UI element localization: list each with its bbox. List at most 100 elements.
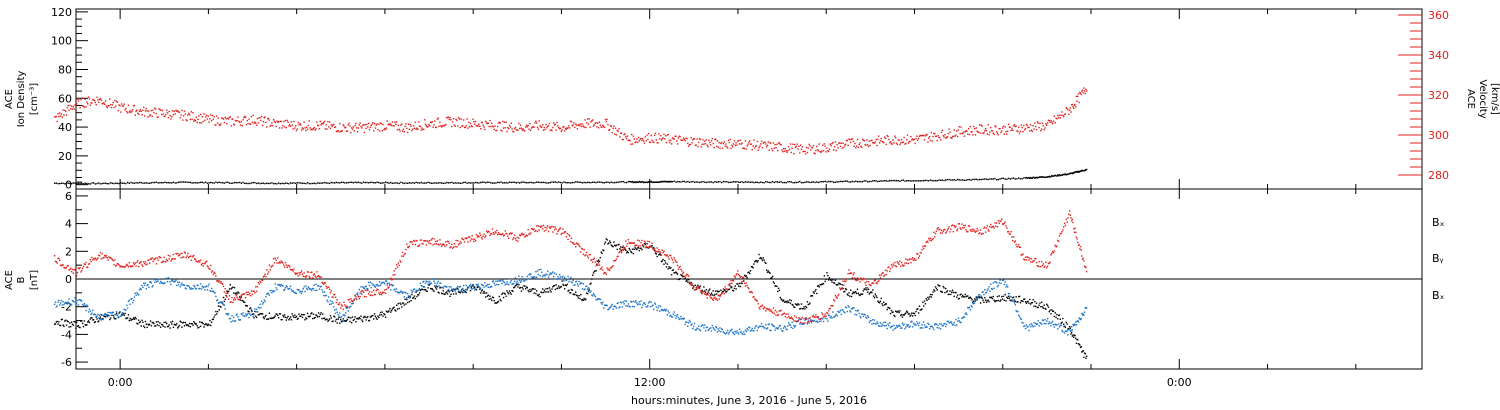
velocity-point	[116, 101, 119, 104]
density-point	[281, 182, 283, 185]
velocity-point	[1068, 109, 1071, 112]
bx-point	[215, 310, 217, 313]
by-point	[820, 320, 822, 322]
by-point	[651, 305, 653, 307]
bx-point	[312, 313, 315, 315]
bz-point	[264, 273, 266, 276]
density-point	[648, 181, 651, 183]
bx-point	[821, 283, 824, 285]
by-point	[137, 294, 140, 296]
bx-point	[790, 299, 792, 302]
bx-point	[776, 285, 778, 287]
bx-point	[1001, 298, 1004, 300]
bx-point	[800, 303, 803, 305]
density-point	[1037, 176, 1039, 179]
bx-point	[664, 262, 667, 264]
bz-point	[277, 257, 279, 259]
bz-point	[206, 265, 209, 267]
velocity-point	[392, 125, 394, 127]
by-point	[64, 301, 67, 304]
bx-point	[919, 309, 921, 311]
bz-point	[468, 236, 470, 238]
velocity-point	[674, 135, 676, 137]
bz-point	[462, 238, 465, 241]
bx-point	[1036, 306, 1039, 309]
by-point	[211, 290, 214, 292]
bz-point	[370, 294, 372, 296]
bx-point	[651, 245, 653, 247]
bx-point	[730, 287, 732, 289]
by-point	[882, 324, 884, 327]
density-point	[1071, 172, 1074, 175]
bz-point	[289, 268, 292, 271]
by-point	[977, 295, 979, 298]
bx-point	[252, 313, 254, 315]
bx-point	[931, 293, 933, 296]
density-point	[357, 181, 360, 184]
bx-point	[695, 288, 697, 291]
velocity-point	[793, 143, 796, 146]
bx-point	[182, 321, 185, 324]
bx-point	[957, 298, 960, 300]
density-point	[464, 181, 467, 184]
density-point	[668, 180, 670, 183]
bx-point	[417, 293, 419, 296]
by-point	[713, 328, 715, 330]
bx-point	[754, 260, 756, 263]
bz-point	[172, 253, 175, 256]
by-point	[512, 282, 514, 285]
by-point	[256, 311, 259, 313]
bx-point	[154, 325, 157, 327]
bx-point	[284, 316, 287, 319]
by-point	[987, 288, 989, 290]
bz-point	[72, 272, 75, 274]
velocity-point	[1012, 125, 1015, 127]
bx-point	[1035, 305, 1037, 308]
by-point	[398, 292, 400, 294]
bx-point	[918, 305, 921, 307]
bx-point	[665, 266, 668, 268]
velocity-point	[438, 125, 440, 127]
velocity-point	[873, 142, 876, 144]
density-point	[159, 182, 161, 184]
velocity-point	[391, 121, 394, 123]
velocity-point	[519, 124, 522, 126]
velocity-point	[687, 142, 689, 145]
by-point	[383, 282, 385, 284]
density-point	[1080, 170, 1082, 172]
density-point	[965, 179, 967, 181]
density-point	[897, 180, 899, 182]
by-point	[117, 316, 119, 318]
density-point	[412, 181, 414, 184]
bz-point	[270, 266, 272, 268]
bx-point	[94, 321, 97, 323]
bx-point	[967, 297, 970, 299]
bz-point	[342, 308, 344, 310]
bx-point	[81, 320, 83, 322]
velocity-point	[1000, 131, 1002, 134]
by-point	[502, 281, 505, 283]
density-point	[605, 181, 607, 183]
bx-point	[831, 281, 833, 283]
density-point	[870, 180, 872, 183]
bx-point	[130, 319, 132, 321]
velocity-point	[117, 109, 119, 112]
velocity-point	[465, 125, 467, 127]
by-point	[967, 307, 970, 309]
by-point	[798, 319, 800, 321]
velocity-point	[739, 139, 742, 141]
bx-point	[773, 282, 776, 285]
by-point	[692, 327, 694, 330]
velocity-point	[917, 139, 919, 141]
density-point	[645, 181, 647, 183]
bx-point	[230, 288, 232, 290]
velocity-point	[405, 123, 407, 125]
density-point	[647, 181, 649, 183]
velocity-point	[894, 135, 896, 137]
velocity-point	[1054, 122, 1056, 124]
bx-point	[791, 303, 793, 306]
velocity-point	[585, 126, 587, 129]
density-point	[94, 183, 97, 185]
velocity-point	[137, 112, 139, 114]
velocity-point	[914, 142, 916, 145]
